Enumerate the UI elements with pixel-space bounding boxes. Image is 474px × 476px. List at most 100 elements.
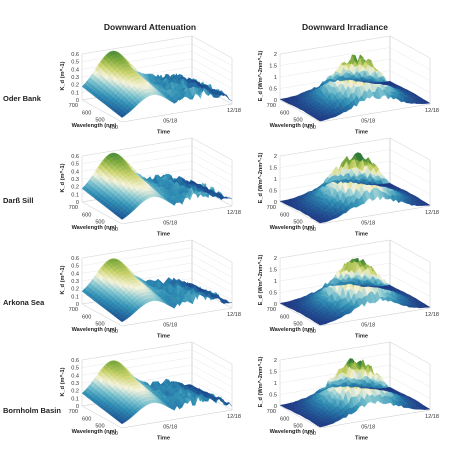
time-tick-label: 12/18 [425, 108, 439, 114]
x-tick-label: 700 [69, 205, 78, 211]
surface-cell [154, 278, 162, 282]
z-tick-label: 0.4 [71, 67, 79, 73]
z-axis-label: E_d (Wm^-2nm^-1) [258, 357, 264, 408]
z-tick-label: 0.5 [269, 393, 277, 399]
z-gridline [81, 137, 233, 161]
z-gridline [279, 239, 431, 263]
panel-arkona-sea-kd: 00.10.20.30.40.50.6K_d (m^-1)70060050040… [60, 239, 241, 340]
row-label-darss-sill: Darß Sill [3, 196, 33, 205]
time-axis-label: Time [157, 130, 170, 136]
row-labels: Oder Bank Darß Sill Arkona Sea Bornholm … [3, 94, 61, 415]
time-axis-label: Time [157, 436, 170, 442]
z-tick-label: 0 [76, 98, 79, 104]
x-tick-label: 700 [267, 307, 276, 313]
x-tick-label: 500 [293, 118, 302, 124]
panel-dar-sill-ed: 00.511.52E_d (Wm^-2nm^-1)700600500400Wav… [258, 137, 439, 238]
z-tick-label: 0.4 [71, 271, 79, 277]
z-tick-label: 0.6 [71, 358, 79, 364]
x-axis-label: Wavelength (nm) [270, 429, 315, 435]
z-axis-label: K_d (m^-1) [60, 367, 66, 396]
x-tick-label: 700 [69, 307, 78, 313]
panel-oder-bank-kd: 00.10.20.30.40.50.6K_d (m^-1)70060050040… [60, 35, 241, 136]
x-axis-label: Wavelength (nm) [72, 123, 117, 129]
surface [279, 152, 431, 224]
z-gridline [81, 341, 233, 365]
x-axis-label: Wavelength (nm) [72, 225, 117, 231]
panel-arkona-sea-ed: 00.511.52E_d (Wm^-2nm^-1)700600500400Wav… [258, 239, 439, 340]
surface [81, 258, 233, 323]
time-axis-label: Time [355, 436, 368, 442]
z-tick-label: 2 [274, 52, 277, 58]
x-tick-label: 400 [307, 125, 316, 131]
z-tick-label: 1.5 [269, 64, 277, 70]
time-tick-label: 05/18 [361, 424, 375, 430]
z-tick-label: 0.5 [269, 291, 277, 297]
panel-dar-sill-kd: 00.10.20.30.40.50.6K_d (m^-1)70060050040… [60, 137, 241, 238]
x-axis-label: Wavelength (nm) [270, 225, 315, 231]
z-tick-label: 0.5 [71, 264, 79, 270]
row-label-oder-bank: Oder Bank [3, 94, 42, 103]
panel-oder-bank-ed: 00.511.52E_d (Wm^-2nm^-1)700600500400Wav… [258, 35, 439, 136]
z-tick-label: 0.3 [71, 279, 79, 285]
z-tick-label: 0.5 [71, 60, 79, 66]
z-tick-label: 0.1 [71, 294, 79, 300]
z-tick-label: 1 [274, 381, 277, 387]
x-tick-label: 400 [109, 125, 118, 131]
z-gridline [279, 58, 431, 82]
z-tick-label: 0.4 [71, 169, 79, 175]
surface [81, 50, 233, 118]
time-tick-label: 05/18 [361, 322, 375, 328]
surface-cell [81, 83, 88, 89]
time-tick-label: 12/18 [425, 312, 439, 318]
z-axis-label: K_d (m^-1) [60, 265, 66, 294]
time-tick-label: 12/18 [227, 108, 241, 114]
surface [81, 360, 233, 425]
z-gridline [279, 70, 431, 93]
z-tick-label: 1 [274, 177, 277, 183]
z-tick-label: 0.2 [71, 185, 79, 191]
time-tick-label: 12/18 [227, 414, 241, 420]
z-tick-label: 0.6 [71, 256, 79, 262]
z-tick-label: 0.5 [269, 87, 277, 93]
time-axis-label: Time [355, 232, 368, 238]
z-gridline [279, 47, 431, 70]
column-title-irradiance: Downward Irradiance [302, 22, 388, 32]
x-tick-label: 600 [280, 416, 289, 422]
surface-cell [279, 98, 286, 101]
time-tick-label: 05/18 [163, 322, 177, 328]
z-tick-label: 0.6 [71, 52, 79, 58]
z-tick-label: 0.1 [71, 396, 79, 402]
x-axis-label: Wavelength (nm) [72, 327, 117, 333]
time-tick-label: 12/18 [425, 414, 439, 420]
z-tick-label: 1.5 [269, 166, 277, 172]
surface [279, 257, 431, 326]
x-tick-label: 700 [267, 409, 276, 415]
z-tick-label: 0.1 [71, 90, 79, 96]
surface [279, 358, 431, 428]
x-tick-label: 600 [280, 314, 289, 320]
time-axis-label: Time [157, 334, 170, 340]
z-tick-label: 1 [274, 279, 277, 285]
time-tick-label: 12/18 [425, 210, 439, 216]
x-tick-label: 700 [267, 205, 276, 211]
z-axis-label: E_d (Wm^-2nm^-1) [258, 51, 264, 102]
x-tick-label: 500 [95, 118, 104, 124]
z-tick-label: 0.2 [71, 83, 79, 89]
x-tick-label: 600 [280, 110, 289, 116]
z-tick-label: 0.3 [71, 177, 79, 183]
time-tick-label: 05/18 [163, 220, 177, 226]
x-axis-label: Wavelength (nm) [270, 123, 315, 129]
z-tick-label: 0.2 [71, 389, 79, 395]
x-axis-label: Wavelength (nm) [72, 429, 117, 435]
x-axis-label: Wavelength (nm) [270, 327, 315, 333]
x-tick-label: 600 [280, 212, 289, 218]
z-axis-label: K_d (m^-1) [60, 163, 66, 192]
z-tick-label: 0.3 [71, 75, 79, 81]
z-gridline [81, 239, 233, 263]
x-tick-label: 600 [82, 416, 91, 422]
time-tick-label: 05/18 [163, 424, 177, 430]
z-tick-label: 0 [76, 200, 79, 206]
panel-bornholm-basin-kd: 00.10.20.30.40.50.6K_d (m^-1)70060050040… [60, 341, 241, 442]
z-tick-label: 2 [274, 256, 277, 262]
